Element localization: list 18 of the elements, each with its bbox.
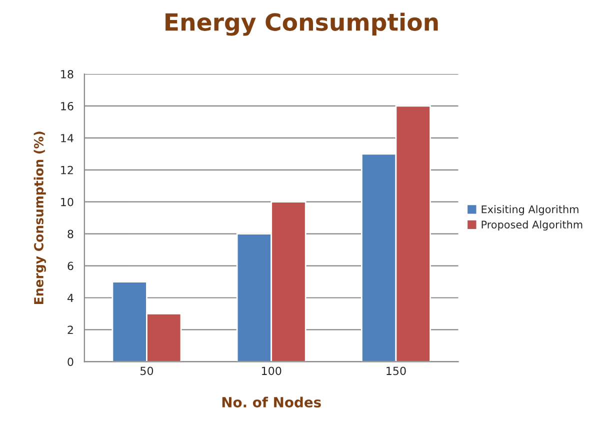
y-tick-label: 0 [68,358,74,366]
x-tick-label: 100 [262,366,282,376]
x-tick-label: 50 [140,366,154,376]
y-tick-label: 12 [61,166,73,174]
y-tick-label: 18 [61,70,74,78]
y-axis-title: Energy Consumption (%) [34,132,46,304]
x-tick-label: 150 [386,366,406,376]
y-tick-label: 8 [68,230,74,238]
y-tick-label: 4 [67,294,74,302]
chart-title: Energy Consumption [166,12,438,36]
x-axis-title: No. of Nodes [222,396,321,408]
y-tick-label: 2 [68,326,73,334]
y-tick-label: 10 [61,198,74,206]
y-tick-label: 14 [61,134,74,142]
y-tick-label: 6 [68,262,74,270]
legend-label: Proposed Algorithm [482,220,582,231]
y-tick-label: 16 [61,102,74,110]
legend-label: Exisiting Algorithm [482,205,578,216]
